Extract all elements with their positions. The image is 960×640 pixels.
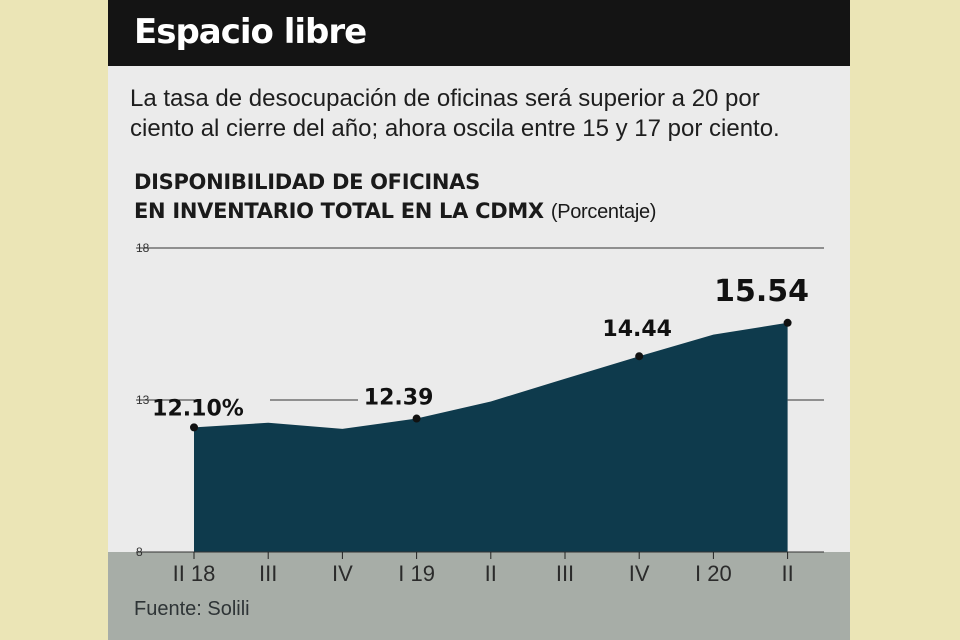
area-series (194, 322, 788, 552)
x-tick-label: II 18 (173, 561, 216, 586)
data-point-marker (635, 352, 644, 361)
data-point-marker (190, 423, 198, 432)
x-tick-label: IV (629, 561, 650, 586)
x-tick-label: II (485, 561, 497, 586)
source-note: Fuente: Solili (134, 598, 250, 620)
page-title: Espacio libre (134, 12, 367, 52)
chart-title-line-1: DISPONIBILIDAD DE OFICINAS (134, 170, 480, 194)
x-tick-label: IV (332, 561, 353, 586)
chart-title-line-2: EN INVENTARIO TOTAL EN LA CDMX (134, 199, 544, 223)
chart-unit: (Porcentaje) (550, 201, 657, 223)
lead-text: La tasa de desocupación de oficinas será… (130, 85, 780, 142)
data-point-marker (783, 318, 792, 327)
data-label: 14.44 (602, 317, 672, 342)
data-label: 15.54 (714, 274, 809, 309)
data-point-marker (412, 414, 421, 423)
y-tick-label: 18 (136, 241, 150, 255)
chart-title: DISPONIBILIDAD DE OFICINAS EN INVENTARIO… (134, 168, 656, 227)
x-tick-label: II (781, 561, 793, 586)
x-tick-label: III (556, 561, 574, 586)
data-label: 12.39 (364, 386, 434, 411)
y-tick-label: 8 (136, 545, 143, 559)
x-tick-label: I 20 (695, 561, 732, 586)
x-tick-label: III (259, 561, 277, 586)
title-bar: Espacio libre (108, 0, 850, 66)
x-tick-label: I 19 (398, 561, 435, 586)
footer-band (108, 552, 850, 640)
infographic-card: Espacio libre La tasa de desocupación de… (108, 0, 850, 640)
data-label: 12.10% (152, 396, 244, 421)
y-tick-label: 13 (136, 393, 150, 407)
